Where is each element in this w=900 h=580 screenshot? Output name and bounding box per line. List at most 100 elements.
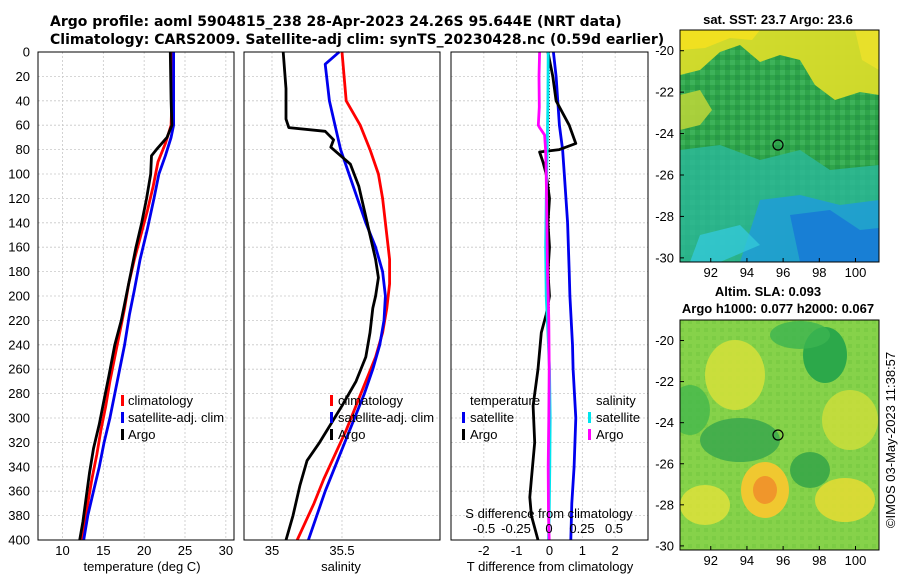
depth-tick-label: 380: [8, 508, 30, 523]
difference-panel: -2 -1 0 1 2: [450, 51, 649, 558]
sst-map-frame: [679, 29, 880, 263]
x-tick-label: 30: [219, 543, 233, 558]
map-lon-label: 100: [845, 553, 867, 568]
depth-tick-label: 280: [8, 386, 30, 401]
map-lat-label: -30: [655, 250, 674, 265]
legend-swatch: [121, 395, 124, 406]
map-lon-label: 100: [845, 265, 867, 280]
depth-tick-label: 60: [16, 118, 30, 133]
legend-label: climatology: [338, 393, 404, 408]
sst-map-title: sat. SST: 23.7 Argo: 23.6: [703, 12, 853, 27]
map-lat-label: -28: [655, 209, 674, 224]
sst-map: [680, 30, 879, 262]
x-tick-label: 0: [546, 543, 553, 558]
depth-tick-label: 20: [16, 69, 30, 84]
depth-tick-label: 200: [8, 289, 30, 304]
map-lat-label: -20: [655, 333, 674, 348]
map-lon-label: 94: [740, 265, 754, 280]
series-s-satellite: [544, 51, 552, 541]
depth-tick-label: 340: [8, 459, 30, 474]
salinity-panel: 35 35.5: [243, 50, 441, 558]
sla-map-subtitle: Argo h1000: 0.077 h2000: 0.067: [682, 301, 874, 316]
salinity-xlabel: salinity: [321, 559, 361, 574]
series-satellite-adj-clim: [82, 52, 175, 541]
series-s-argo: [536, 51, 551, 541]
temperature-legend: climatology satellite-adj. clim Argo: [121, 393, 224, 442]
sla-map-title: Altim. SLA: 0.093: [715, 284, 821, 299]
series-argo: [78, 51, 174, 541]
map-lon-label: 98: [812, 265, 826, 280]
map-lat-label: -20: [655, 43, 674, 58]
depth-tick-label: 360: [8, 484, 30, 499]
difference-xlabel: T difference from climatology: [467, 559, 634, 574]
map-lon-label: 96: [776, 553, 790, 568]
legend-label: satellite-adj. clim: [128, 410, 224, 425]
depth-tick-label: 140: [8, 215, 30, 230]
argo-location-marker: [772, 429, 784, 441]
depth-tick-label: 240: [8, 337, 30, 352]
depth-tick-label: 40: [16, 93, 30, 108]
depth-tick-label: 100: [8, 167, 30, 182]
s-tick: -0.25: [501, 521, 531, 536]
map-lat-label: -30: [655, 538, 674, 553]
map-lat-label: -26: [655, 456, 674, 471]
map-lon-label: 92: [704, 553, 718, 568]
map-lon-label: 96: [776, 265, 790, 280]
series-t-satellite: [552, 51, 578, 541]
map-lon-label: 92: [704, 265, 718, 280]
series-argo: [281, 51, 380, 541]
difference-legend-temperature: temperature satellite Argo: [462, 393, 540, 442]
panel-frame: [450, 51, 649, 541]
legend-swatch: [588, 429, 591, 440]
figure-title-line-1: Argo profile: aoml 5904815_238 28-Apr-20…: [50, 14, 622, 30]
x-tick-label: 1: [579, 543, 586, 558]
legend-title: temperature: [470, 393, 540, 408]
argo-location-marker: [772, 139, 784, 151]
map-lon-label: 94: [740, 553, 754, 568]
legend-swatch: [588, 412, 591, 423]
legend-swatch: [121, 412, 124, 423]
series-t-argo: [528, 51, 578, 541]
depth-tick-label: 300: [8, 411, 30, 426]
map-lat-label: -22: [655, 374, 674, 389]
sla-map: [680, 320, 879, 550]
temperature-panel: 10 15 20 25 30: [37, 51, 235, 558]
map-lon-label: 98: [812, 553, 826, 568]
difference-legend-salinity: salinity satellite Argo: [588, 393, 640, 442]
sla-map-frame: [679, 319, 880, 551]
depth-tick-label: 180: [8, 264, 30, 279]
map-lat-label: -24: [655, 415, 674, 430]
legend-title: salinity: [596, 393, 636, 408]
s-tick: 0.5: [605, 521, 623, 536]
legend-swatch: [330, 412, 333, 423]
depth-tick-label: 260: [8, 362, 30, 377]
s-tick: -0.5: [473, 521, 495, 536]
depth-axis: 0 20 40 60 80 100 120 140 160 180 200 220 240 260 280 3…: [8, 45, 30, 548]
depth-tick-label: 120: [8, 191, 30, 206]
depth-tick-label: 320: [8, 435, 30, 450]
s-tick: 0: [545, 521, 552, 536]
legend-label: climatology: [128, 393, 194, 408]
panel-frame: [243, 51, 441, 541]
legend-label: Argo: [128, 427, 155, 442]
depth-tick-label: 160: [8, 240, 30, 255]
legend-label: satellite: [470, 410, 514, 425]
legend-swatch: [330, 395, 333, 406]
figure-title-line-2: Climatology: CARS2009. Satellite-adj cli…: [50, 32, 665, 48]
legend-label: satellite: [596, 410, 640, 425]
sst-map-axes: 92 94 96 98 100 -20 -22 -24 -26 -28 -30: [655, 43, 866, 280]
x-tick-label: 10: [55, 543, 69, 558]
depth-tick-label: 400: [8, 533, 30, 548]
map-lat-label: -26: [655, 168, 674, 183]
s-difference-label: S difference from climatology: [465, 506, 633, 521]
x-tick-label: 15: [96, 543, 110, 558]
s-difference-ticks: -0.5 -0.25 0 0.25 0.5: [473, 521, 623, 536]
sla-map-axes: 92 94 96 98 100 -20 -22 -24 -26 -28 -30: [655, 333, 866, 568]
legend-label: Argo: [596, 427, 623, 442]
x-tick-label: 20: [137, 543, 151, 558]
series-satellite-adj-clim: [307, 50, 387, 541]
copyright-timestamp: ©IMOS 03-May-2023 11:38:57: [883, 352, 898, 528]
depth-tick-label: 0: [23, 45, 30, 60]
legend-label: Argo: [470, 427, 497, 442]
